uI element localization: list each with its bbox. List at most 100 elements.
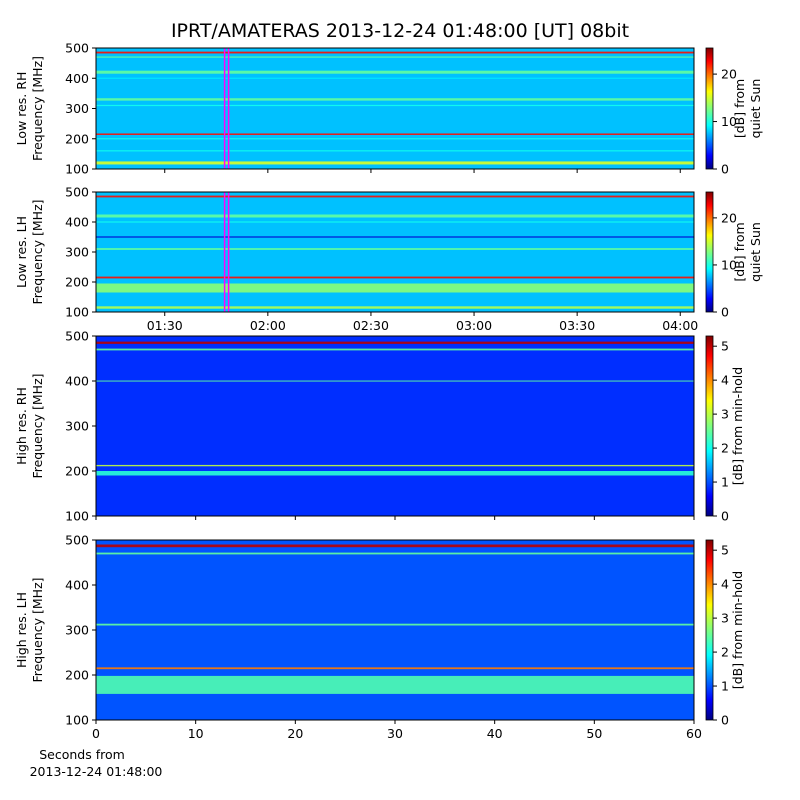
emission-band [96, 675, 694, 694]
emission-band [96, 667, 694, 670]
colorbar-tick-label: 3 [721, 407, 729, 422]
y-tick-label: 300 [65, 419, 89, 434]
y-tick-label: 300 [65, 245, 89, 260]
emission-band [96, 138, 694, 140]
emission-band [96, 348, 694, 351]
emission-band [96, 248, 694, 250]
colorbar-label: quiet Sun [748, 79, 763, 139]
y-tick-label: 100 [65, 509, 89, 524]
y-axis-label: Frequency [MHz] [30, 577, 45, 682]
emission-band [96, 236, 694, 238]
y-tick-label: 300 [65, 623, 89, 638]
emission-band [96, 214, 694, 218]
x-tick-label: 01:30 [147, 318, 183, 333]
colorbar-tick-label: 20 [721, 210, 737, 225]
x-tick-label: 40 [487, 726, 503, 741]
x-tick-label: 02:00 [250, 318, 286, 333]
emission-band [96, 133, 694, 135]
y-axis-label: Low res. RH [14, 72, 29, 146]
emission-band [96, 552, 694, 555]
emission-band [96, 195, 694, 198]
y-axis-label: Frequency [MHz] [30, 199, 45, 304]
y-tick-label: 100 [65, 713, 89, 728]
emission-band [96, 471, 694, 476]
spectrogram-background [96, 192, 694, 312]
y-tick-label: 200 [65, 668, 89, 683]
x-tick-label: 20 [287, 726, 303, 741]
colorbar-tick-label: 3 [721, 611, 729, 626]
emission-band [96, 306, 694, 309]
colorbar-tick-label: 10 [721, 114, 737, 129]
colorbar-tick-label: 0 [721, 162, 729, 177]
colorbar-tick-label: 20 [721, 67, 737, 82]
spectrogram-background [96, 48, 694, 169]
x-tick-label: 03:30 [559, 318, 595, 333]
y-tick-label: 200 [65, 464, 89, 479]
x-tick-label: 0 [92, 726, 100, 741]
emission-band [96, 283, 694, 293]
y-tick-label: 400 [65, 215, 89, 230]
colorbar-tick-label: 1 [721, 679, 729, 694]
y-tick-label: 400 [65, 374, 89, 389]
emission-band [96, 380, 694, 382]
colorbar-label: [dB] from [732, 222, 747, 281]
colorbar-label: quiet Sun [748, 222, 763, 282]
x-tick-label: 30 [387, 726, 403, 741]
emission-band [96, 221, 694, 223]
emission-band [96, 98, 694, 101]
colorbar-label: [dB] from [732, 79, 747, 138]
colorbar-tick-label: 5 [721, 339, 729, 354]
y-tick-label: 400 [65, 578, 89, 593]
colorbar-tick-label: 4 [721, 577, 729, 592]
spectrogram-background [96, 336, 694, 516]
y-tick-label: 200 [65, 131, 89, 146]
emission-band [96, 161, 694, 165]
emission-band [96, 70, 694, 74]
colorbar [705, 539, 714, 721]
emission-band [96, 56, 694, 58]
emission-band [96, 276, 694, 279]
emission-band [96, 150, 694, 152]
x-axis-label: Seconds from [39, 747, 125, 762]
y-axis-label: High res. RH [14, 387, 29, 465]
colorbar-tick-label: 0 [721, 305, 729, 320]
y-tick-label: 500 [65, 533, 89, 548]
chart-title: IPRT/AMATERAS 2013-12-24 01:48:00 [UT] 0… [171, 20, 629, 42]
colorbar-tick-label: 4 [721, 373, 729, 388]
emission-band [96, 104, 694, 107]
y-tick-label: 500 [65, 41, 89, 56]
x-tick-label: 02:30 [353, 318, 389, 333]
y-tick-label: 300 [65, 101, 89, 116]
colorbar-tick-label: 2 [721, 441, 729, 456]
colorbar [705, 191, 714, 313]
colorbar-label: [dB] from min-hold [730, 367, 745, 485]
x-tick-label: 60 [686, 726, 702, 741]
colorbar [705, 335, 714, 517]
y-tick-label: 500 [65, 185, 89, 200]
emission-band [96, 544, 694, 548]
emission-band [96, 464, 694, 467]
y-axis-label: Low res. LH [14, 216, 29, 288]
y-axis-label: High res. LH [14, 592, 29, 668]
colorbar [705, 47, 714, 170]
y-tick-label: 200 [65, 275, 89, 290]
emission-band [96, 623, 694, 626]
y-tick-label: 400 [65, 71, 89, 86]
colorbar-tick-label: 5 [721, 543, 729, 558]
y-tick-label: 100 [65, 305, 89, 320]
emission-band [96, 77, 694, 79]
x-tick-label: 10 [188, 726, 204, 741]
x-tick-label: 04:00 [662, 318, 698, 333]
emission-band [96, 51, 694, 54]
colorbar-tick-label: 0 [721, 713, 729, 728]
y-tick-label: 500 [65, 329, 89, 344]
x-axis-label: 2013-12-24 01:48:00 [30, 764, 163, 779]
colorbar-tick-label: 1 [721, 475, 729, 490]
colorbar-label: [dB] from min-hold [730, 571, 745, 689]
colorbar-tick-label: 2 [721, 645, 729, 660]
colorbar-tick-label: 10 [721, 257, 737, 272]
y-axis-label: Frequency [MHz] [30, 56, 45, 161]
x-tick-label: 50 [586, 726, 602, 741]
x-tick-label: 03:00 [456, 318, 492, 333]
